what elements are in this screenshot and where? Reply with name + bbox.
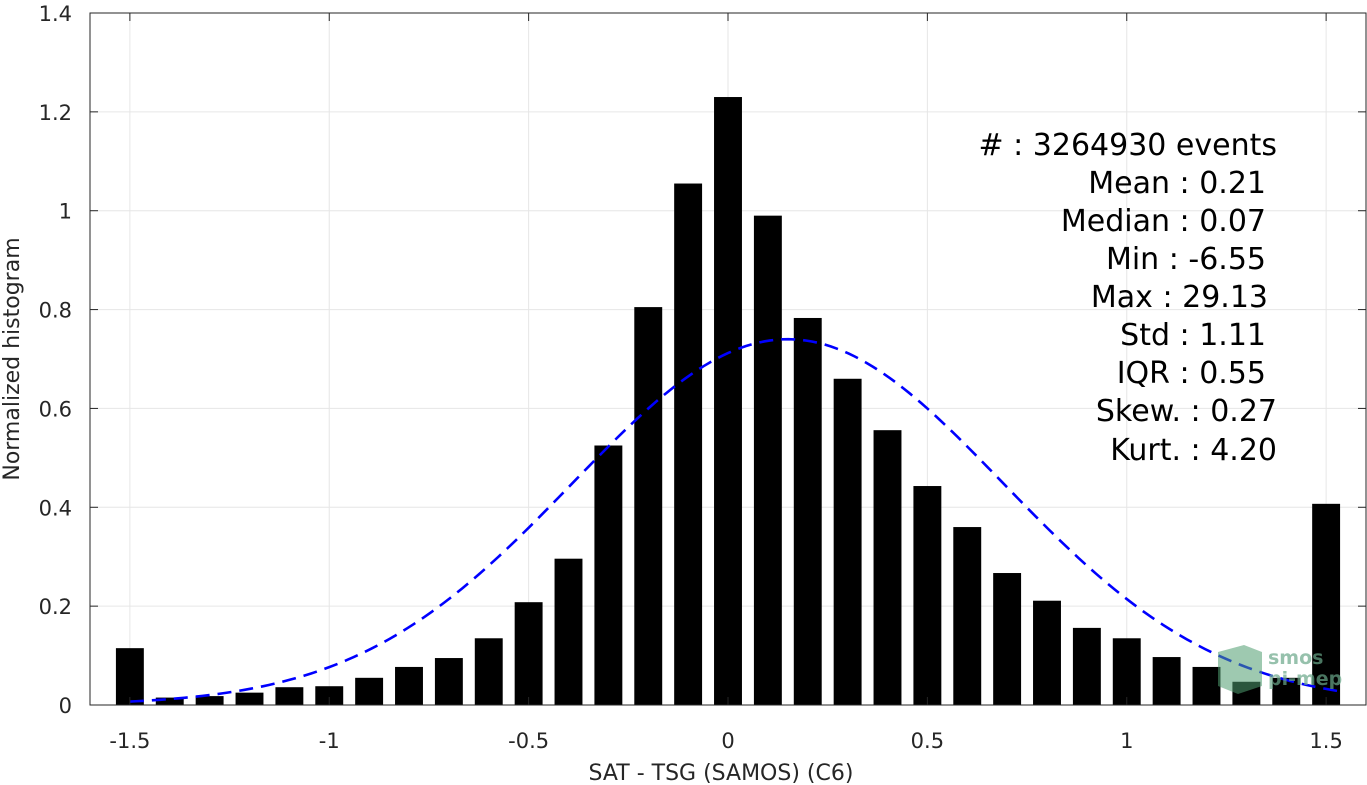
- x-tick-label-3: 0: [721, 729, 734, 753]
- bar-22: [993, 573, 1022, 705]
- bar-9: [474, 638, 503, 705]
- y-tick-label-0: 0: [59, 694, 72, 718]
- axis-ticks: -1.5 -1 -0.5 0 0.5 1 1.5 0 0.2 0.4 0.6 0.8 1 1.2 1.4: [39, 2, 1366, 753]
- bar-15: [714, 97, 742, 706]
- bar-14: [674, 183, 703, 705]
- stat-iqr: IQR : 0.55: [1117, 356, 1266, 391]
- y-tick-label-7: 1.4: [39, 2, 72, 26]
- x-tick-label-4: 0.5: [911, 729, 944, 753]
- bar-30: [1312, 503, 1341, 705]
- bar-29: [1272, 677, 1301, 705]
- logo-cube-icon: [1218, 645, 1262, 694]
- bar-19: [873, 430, 902, 705]
- stat-skew: Skew. : 0.27: [1096, 394, 1277, 429]
- bar-21: [953, 527, 982, 705]
- y-tick-label-4: 0.8: [39, 299, 72, 323]
- bar-5: [315, 686, 344, 705]
- logo-text-line1: smos: [1268, 647, 1323, 669]
- bar-18: [833, 378, 862, 705]
- smos-pimep-logo: smos pi-mep: [1218, 645, 1342, 694]
- stat-kurt: Kurt. : 4.20: [1110, 433, 1277, 468]
- bar-12: [594, 445, 623, 705]
- bar-3: [235, 692, 264, 705]
- x-tick-label-5: 1: [1120, 729, 1133, 753]
- stat-std: Std : 1.11: [1120, 318, 1266, 353]
- bar-16: [753, 215, 782, 705]
- bar-4: [275, 687, 304, 705]
- y-tick-label-1: 0.2: [39, 595, 72, 619]
- bar-7: [395, 666, 423, 705]
- stat-mean: Mean : 0.21: [1088, 166, 1266, 201]
- y-tick-label-6: 1.2: [39, 101, 72, 125]
- x-tick-label-2: -0.5: [508, 729, 549, 753]
- x-axis-label: SAT - TSG (SAMOS) (C6): [589, 761, 854, 785]
- bar-2: [195, 696, 224, 705]
- y-tick-label-5: 1: [59, 200, 72, 224]
- stat-events: # : 3264930 events: [978, 128, 1277, 163]
- y-tick-label-3: 0.6: [39, 397, 72, 421]
- stat-min: Min : -6.55: [1106, 242, 1266, 277]
- bar-24: [1072, 627, 1101, 705]
- y-tick-label-2: 0.4: [39, 496, 72, 520]
- bar-6: [355, 677, 384, 705]
- bar-0: [115, 648, 144, 705]
- bar-13: [634, 307, 663, 705]
- bar-20: [913, 486, 942, 705]
- stat-median: Median : 0.07: [1061, 204, 1266, 239]
- bar-27: [1192, 666, 1221, 705]
- bar-17: [793, 317, 822, 705]
- x-tick-label-6: 1.5: [1309, 729, 1342, 753]
- bar-23: [1033, 600, 1061, 705]
- logo-text-line2: pi-mep: [1268, 668, 1342, 690]
- bar-26: [1152, 657, 1181, 705]
- bar-8: [434, 658, 463, 705]
- stat-max: Max : 29.13: [1091, 280, 1268, 315]
- bars: [115, 97, 1341, 706]
- bar-1: [155, 697, 184, 705]
- bar-10: [514, 602, 543, 705]
- x-tick-label-0: -1.5: [109, 729, 150, 753]
- x-tick-label-1: -1: [319, 729, 340, 753]
- stats-box: # : 3264930 events Mean : 0.21 Median : …: [978, 128, 1277, 468]
- y-axis-label: Normalized histogram: [0, 237, 25, 480]
- bar-25: [1112, 638, 1141, 705]
- bar-11: [554, 558, 583, 705]
- gaussian-fit-curve: [129, 337, 1339, 703]
